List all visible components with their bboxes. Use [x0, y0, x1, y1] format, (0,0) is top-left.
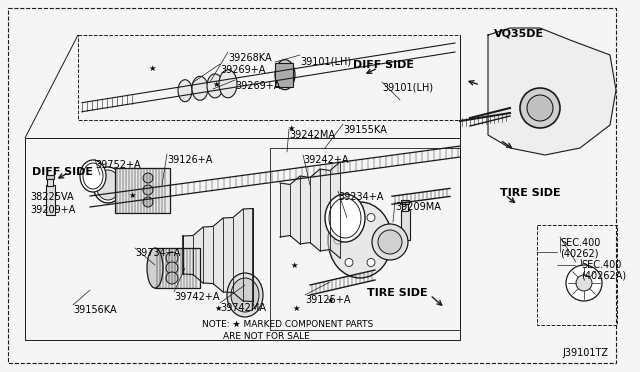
- Text: TIRE SIDE: TIRE SIDE: [500, 188, 561, 198]
- Ellipse shape: [227, 273, 263, 317]
- Text: 39268KA: 39268KA: [228, 53, 271, 63]
- Circle shape: [520, 88, 560, 128]
- Text: 39209MA: 39209MA: [395, 202, 441, 212]
- Ellipse shape: [96, 170, 120, 200]
- Circle shape: [166, 252, 178, 264]
- Text: ★: ★: [291, 260, 298, 269]
- Bar: [155, 248, 200, 288]
- Text: 39156KA: 39156KA: [73, 305, 116, 315]
- Text: (40262A): (40262A): [581, 270, 626, 280]
- Ellipse shape: [328, 202, 392, 278]
- Text: NOTE: ★ MARKED COMPONENT PARTS: NOTE: ★ MARKED COMPONENT PARTS: [202, 320, 373, 329]
- Ellipse shape: [207, 74, 223, 98]
- Circle shape: [378, 230, 402, 254]
- Text: 39125+A: 39125+A: [305, 295, 351, 305]
- Bar: [115, 168, 170, 213]
- Text: 39234+A: 39234+A: [338, 192, 383, 202]
- Text: ★: ★: [128, 190, 136, 199]
- Bar: [47, 178, 53, 186]
- Text: ★: ★: [287, 124, 295, 132]
- Circle shape: [345, 214, 353, 221]
- Text: (40262): (40262): [560, 248, 598, 258]
- Text: ★: ★: [212, 80, 220, 89]
- Text: 39126+A: 39126+A: [167, 155, 212, 165]
- Ellipse shape: [80, 160, 106, 192]
- Circle shape: [367, 214, 375, 221]
- Text: ★: ★: [214, 304, 221, 312]
- Text: 39209+A: 39209+A: [30, 205, 76, 215]
- Ellipse shape: [325, 194, 365, 242]
- Ellipse shape: [147, 248, 163, 288]
- Text: ★: ★: [292, 304, 300, 312]
- Circle shape: [166, 272, 178, 284]
- Text: 39242MA: 39242MA: [289, 130, 335, 140]
- Ellipse shape: [93, 167, 123, 203]
- Ellipse shape: [192, 76, 208, 100]
- Text: 39269+A: 39269+A: [235, 81, 280, 91]
- Text: 39742+A: 39742+A: [174, 292, 220, 302]
- Text: SEC.400: SEC.400: [560, 238, 600, 248]
- Circle shape: [576, 275, 592, 291]
- Text: 38225VA: 38225VA: [30, 192, 74, 202]
- Text: DIFF SIDE: DIFF SIDE: [353, 60, 414, 70]
- Bar: [401, 210, 410, 240]
- Circle shape: [143, 197, 153, 207]
- Circle shape: [527, 95, 553, 121]
- Text: VQ35DE: VQ35DE: [494, 28, 544, 38]
- Text: ARE NOT FOR SALE: ARE NOT FOR SALE: [223, 332, 310, 341]
- Text: 39101(LH): 39101(LH): [382, 82, 433, 92]
- Polygon shape: [488, 28, 616, 155]
- Circle shape: [143, 185, 153, 195]
- Circle shape: [143, 173, 153, 183]
- Ellipse shape: [219, 70, 237, 98]
- Text: 39101(LH): 39101(LH): [300, 56, 351, 66]
- Bar: [402, 203, 408, 211]
- Text: 39269+A: 39269+A: [220, 65, 266, 75]
- Circle shape: [378, 236, 386, 244]
- Text: ★: ★: [326, 295, 333, 305]
- Text: J39101TZ: J39101TZ: [562, 348, 608, 358]
- Ellipse shape: [178, 80, 192, 102]
- Bar: [46, 185, 55, 215]
- Text: TIRE SIDE: TIRE SIDE: [367, 288, 428, 298]
- Circle shape: [372, 224, 408, 260]
- Text: DIFF SIDE: DIFF SIDE: [32, 167, 93, 177]
- Text: 39752+A: 39752+A: [95, 160, 141, 170]
- Bar: [401, 200, 409, 204]
- Text: 39155KA: 39155KA: [343, 125, 387, 135]
- Circle shape: [345, 259, 353, 266]
- Bar: [46, 175, 54, 179]
- Text: ★: ★: [148, 64, 156, 73]
- Bar: [537, 225, 617, 325]
- Text: SEC.400: SEC.400: [581, 260, 621, 270]
- Circle shape: [566, 265, 602, 301]
- Ellipse shape: [231, 278, 259, 312]
- Bar: [275, 63, 293, 87]
- Circle shape: [166, 262, 178, 274]
- Text: 39742MA: 39742MA: [220, 303, 266, 313]
- Text: 39242+A: 39242+A: [303, 155, 349, 165]
- Circle shape: [334, 236, 342, 244]
- Ellipse shape: [275, 60, 295, 90]
- Circle shape: [367, 259, 375, 266]
- Text: 39734+A: 39734+A: [135, 248, 180, 258]
